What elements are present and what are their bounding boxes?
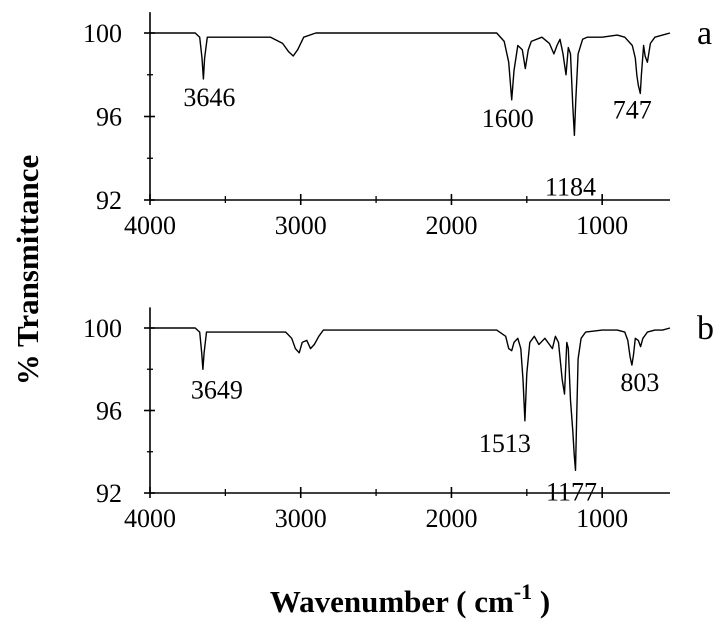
panel-a-y-tick-label: 96 bbox=[96, 103, 122, 132]
panel-a-peak-label: 1600 bbox=[482, 104, 534, 133]
panel-a-peak-label: 1184 bbox=[545, 172, 596, 201]
x-axis-label-tail: ) bbox=[532, 584, 550, 619]
panel-a-x-tick-label: 1000 bbox=[576, 211, 628, 240]
panel-a-peak-label: 747 bbox=[613, 96, 652, 125]
x-axis-label-main: Wavenumber ( cm bbox=[270, 584, 514, 619]
panel-b-y-tick-label: 92 bbox=[96, 479, 122, 508]
panel-b-x-tick-label: 2000 bbox=[425, 504, 477, 533]
y-axis-label: % Transmittance bbox=[10, 155, 45, 385]
panel-b-y-tick-label: 96 bbox=[96, 397, 122, 426]
panel-a-y-tick-label: 92 bbox=[96, 186, 122, 215]
panel-a-x-tick-label: 2000 bbox=[425, 211, 477, 240]
panel-b-x-tick-label: 1000 bbox=[576, 504, 628, 533]
panel-b-label: b bbox=[697, 310, 714, 347]
panel-b-spectrum-line bbox=[150, 327, 671, 471]
panel-a-x-tick-label: 3000 bbox=[275, 211, 327, 240]
panel-b-peak-label: 1177 bbox=[546, 477, 597, 506]
x-axis-label-superscript: -1 bbox=[514, 579, 532, 604]
panel-b-peak-label: 3649 bbox=[191, 375, 243, 404]
panel-a-label: a bbox=[697, 15, 712, 52]
panel-b-x-tick-label: 4000 bbox=[124, 504, 176, 533]
panel-a-spectrum-line bbox=[150, 32, 671, 136]
panel-a-peak-label: 3646 bbox=[183, 83, 235, 112]
panel-b-y-tick-label: 100 bbox=[83, 314, 122, 343]
panel-a-y-tick-label: 100 bbox=[83, 19, 122, 48]
x-axis-label: Wavenumber ( cm-1 ) bbox=[270, 579, 550, 619]
panel-b-peak-label: 803 bbox=[620, 368, 659, 397]
panel-a-x-tick-label: 4000 bbox=[124, 211, 176, 240]
panel-b-peak-label: 1513 bbox=[479, 429, 531, 458]
panel-b-x-tick-label: 3000 bbox=[275, 504, 327, 533]
